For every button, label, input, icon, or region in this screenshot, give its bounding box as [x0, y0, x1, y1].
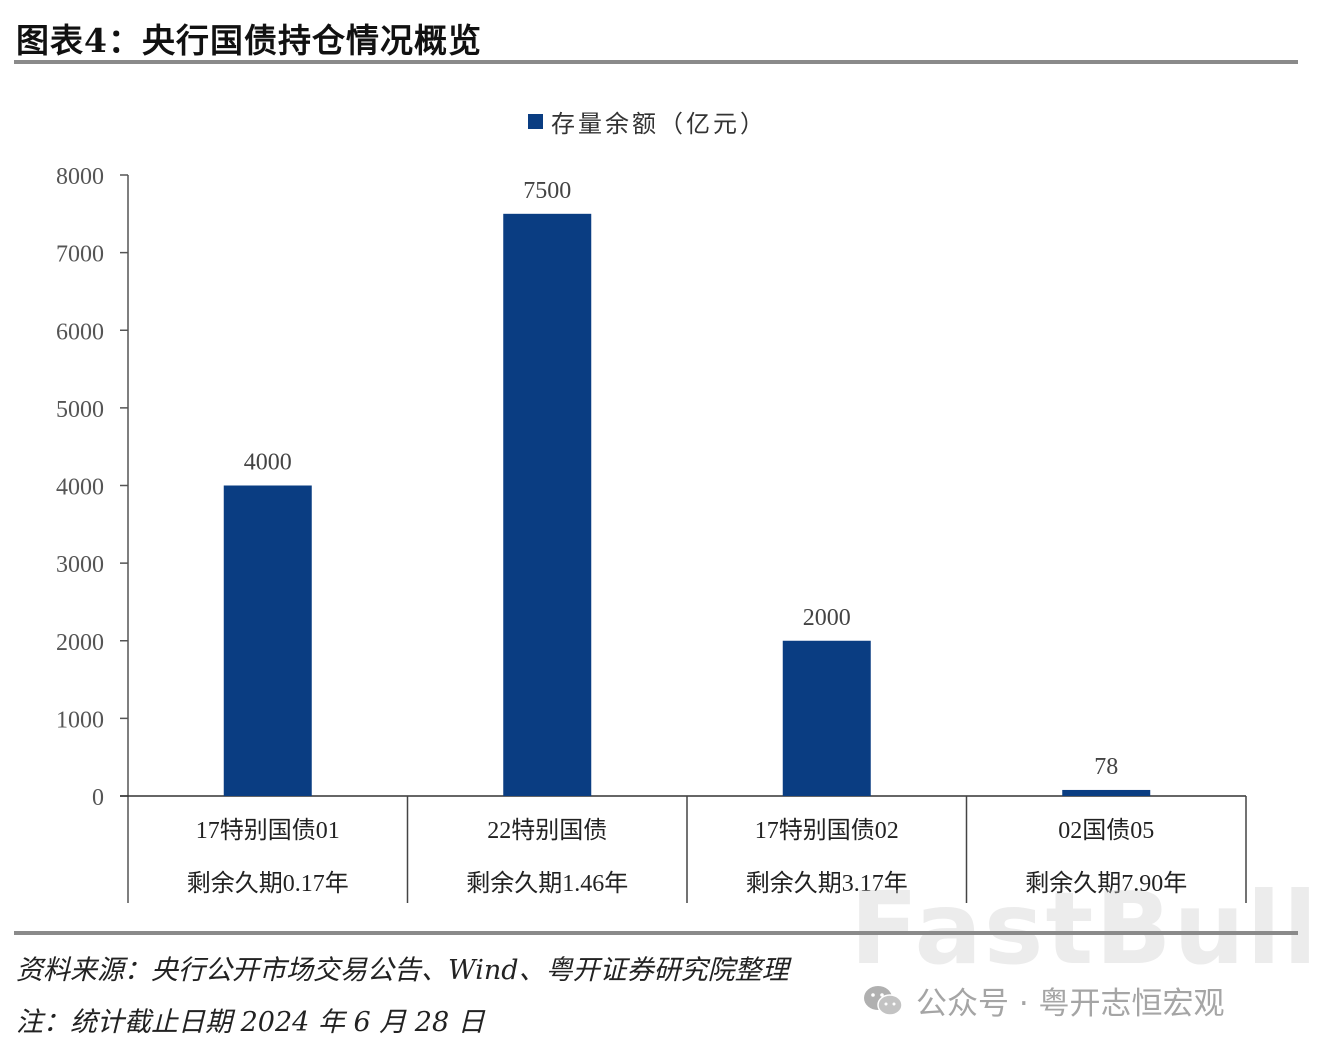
y-tick-label: 2000	[56, 630, 104, 656]
y-tick-label: 0	[92, 785, 104, 811]
y-tick-label: 4000	[56, 475, 104, 501]
date-note: 注：统计截止日期 2024 年 6 月 28 日	[16, 1007, 485, 1038]
data-label: 7500	[523, 178, 571, 204]
category-sublabel: 剩余久期3.17年	[746, 870, 908, 897]
y-tick-label: 6000	[56, 319, 104, 345]
watermark-text: 公众号 · 粤开志恒宏观	[916, 986, 1225, 1022]
bar	[1062, 789, 1151, 796]
data-label: 4000	[244, 450, 292, 476]
y-tick-label: 7000	[56, 242, 104, 268]
bar	[503, 213, 592, 796]
y-tick-label: 3000	[56, 552, 104, 578]
data-label: 2000	[803, 605, 851, 631]
category-sublabel: 剩余久期1.46年	[466, 870, 628, 897]
y-tick-label: 8000	[56, 164, 104, 190]
legend-swatch-icon	[528, 114, 543, 129]
category-label: 02国债05	[1058, 817, 1154, 844]
wechat-icon	[864, 985, 903, 1016]
bar	[782, 640, 871, 796]
category-label: 22特别国债	[487, 817, 607, 844]
category-sublabel: 剩余久期7.90年	[1025, 870, 1187, 897]
legend-label: 存量余额（亿元）	[551, 110, 767, 138]
source-note: 资料来源：央行公开市场交易公告、Wind、粤开证券研究院整理	[16, 955, 789, 986]
wechat-watermark: 公众号 · 粤开志恒宏观	[862, 978, 1225, 1023]
bar	[223, 485, 312, 796]
y-tick-label: 1000	[56, 707, 104, 733]
fastbull-watermark: FastBull	[850, 870, 1320, 987]
y-tick-label: 5000	[56, 397, 104, 423]
bar-chart: 0 1000 2000 3000 4000 5000 6000 7000 8000 4000 17特…	[56, 164, 1247, 903]
title-divider	[14, 60, 1298, 64]
chart-title: 图表4：央行国债持仓情况概览	[16, 21, 482, 60]
footer-divider	[14, 931, 1298, 935]
legend: 存量余额（亿元）	[528, 104, 767, 139]
category-label: 17特别国债01	[196, 817, 340, 844]
category-sublabel: 剩余久期0.17年	[187, 870, 349, 897]
category-label: 17特别国债02	[755, 817, 899, 844]
data-label: 78	[1094, 754, 1118, 780]
